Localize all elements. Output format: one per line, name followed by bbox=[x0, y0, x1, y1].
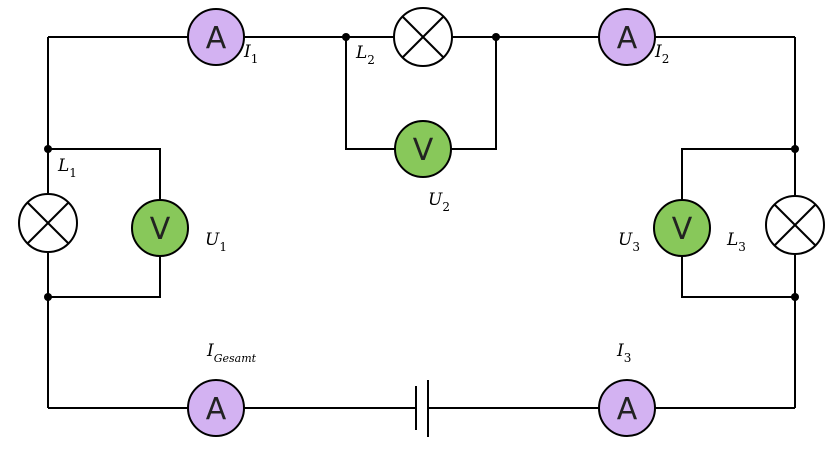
wire-v1-branch-bottom bbox=[48, 256, 161, 298]
svg-text:U1: U1 bbox=[205, 230, 227, 254]
wire-v3-branch-top bbox=[681, 148, 795, 200]
lamp-l2 bbox=[393, 7, 453, 67]
ammeter-i2-symbol: A bbox=[617, 21, 638, 56]
voltmeter-u2-symbol: V bbox=[413, 133, 434, 168]
label-l2-main: L bbox=[355, 43, 367, 63]
wires bbox=[47, 36, 796, 409]
label-i2: I2 bbox=[654, 42, 669, 66]
ammeter-igesamt: A bbox=[187, 379, 245, 437]
label-i3-sub: 3 bbox=[624, 351, 632, 365]
wire-v1-branch-top bbox=[48, 148, 161, 200]
junctions bbox=[44, 33, 799, 301]
ammeter-i1-symbol: A bbox=[206, 21, 227, 56]
svg-text:L2: L2 bbox=[355, 43, 375, 67]
label-l2-sub: 2 bbox=[367, 53, 375, 67]
label-i1-main: I bbox=[243, 42, 251, 62]
label-u1: U1 bbox=[205, 230, 227, 254]
svg-text:L1: L1 bbox=[57, 156, 77, 180]
ammeter-i2: A bbox=[598, 8, 656, 66]
voltmeter-u3-symbol: V bbox=[672, 212, 693, 247]
label-igesamt: IGesamt bbox=[206, 341, 257, 365]
voltmeter-u3: V bbox=[653, 199, 711, 257]
label-i3: I3 bbox=[616, 341, 631, 365]
lamp-l3 bbox=[765, 195, 825, 255]
svg-text:U3: U3 bbox=[618, 230, 640, 254]
svg-text:I3: I3 bbox=[616, 341, 631, 365]
label-l2: L2 bbox=[355, 43, 375, 67]
label-u2-sub: 2 bbox=[442, 200, 450, 214]
label-i1-sub: 1 bbox=[251, 52, 259, 66]
ammeter-i3: A bbox=[598, 379, 656, 437]
svg-text:IGesamt: IGesamt bbox=[206, 341, 257, 365]
label-i3-main: I bbox=[616, 341, 624, 361]
label-u2: U2 bbox=[428, 190, 450, 214]
junction-dot bbox=[492, 33, 500, 41]
label-u1-main: U bbox=[205, 230, 220, 250]
ammeter-i3-symbol: A bbox=[617, 392, 638, 427]
label-l1-sub: 1 bbox=[69, 166, 77, 180]
label-u3-sub: 3 bbox=[632, 240, 640, 254]
label-i2-sub: 2 bbox=[662, 52, 670, 66]
junction-dot bbox=[791, 145, 799, 153]
voltmeter-u1: V bbox=[131, 199, 189, 257]
label-u3: U3 bbox=[618, 230, 640, 254]
ammeter-igesamt-symbol: A bbox=[206, 392, 227, 427]
voltmeter-u2: V bbox=[394, 120, 452, 178]
svg-text:I2: I2 bbox=[654, 42, 669, 66]
label-l1-main: L bbox=[57, 156, 69, 176]
junction-dot bbox=[44, 293, 52, 301]
label-l3-sub: 3 bbox=[738, 240, 746, 254]
voltmeter-u1-symbol: V bbox=[150, 212, 171, 247]
junction-dot bbox=[44, 145, 52, 153]
junction-dot bbox=[342, 33, 350, 41]
label-u1-sub: 1 bbox=[219, 240, 227, 254]
wire-v2-branch bbox=[345, 37, 395, 150]
lamp-l1 bbox=[18, 193, 78, 253]
label-igesamt-main: I bbox=[206, 341, 214, 361]
wire-v2-branch-right bbox=[451, 37, 497, 150]
wire-v3-branch-bottom bbox=[681, 256, 795, 298]
svg-text:U2: U2 bbox=[428, 190, 450, 214]
junction-dot bbox=[791, 293, 799, 301]
label-i1: I1 bbox=[243, 42, 258, 66]
svg-text:L3: L3 bbox=[726, 230, 746, 254]
label-l3: L3 bbox=[726, 230, 746, 254]
ammeter-i1: A bbox=[187, 8, 245, 66]
label-igesamt-sub: Gesamt bbox=[214, 352, 257, 365]
label-u3-main: U bbox=[618, 230, 633, 250]
label-l3-main: L bbox=[726, 230, 738, 250]
svg-text:I1: I1 bbox=[243, 42, 258, 66]
label-u2-main: U bbox=[428, 190, 443, 210]
battery bbox=[415, 380, 429, 437]
label-i2-main: I bbox=[654, 42, 662, 62]
label-l1: L1 bbox=[57, 156, 77, 180]
